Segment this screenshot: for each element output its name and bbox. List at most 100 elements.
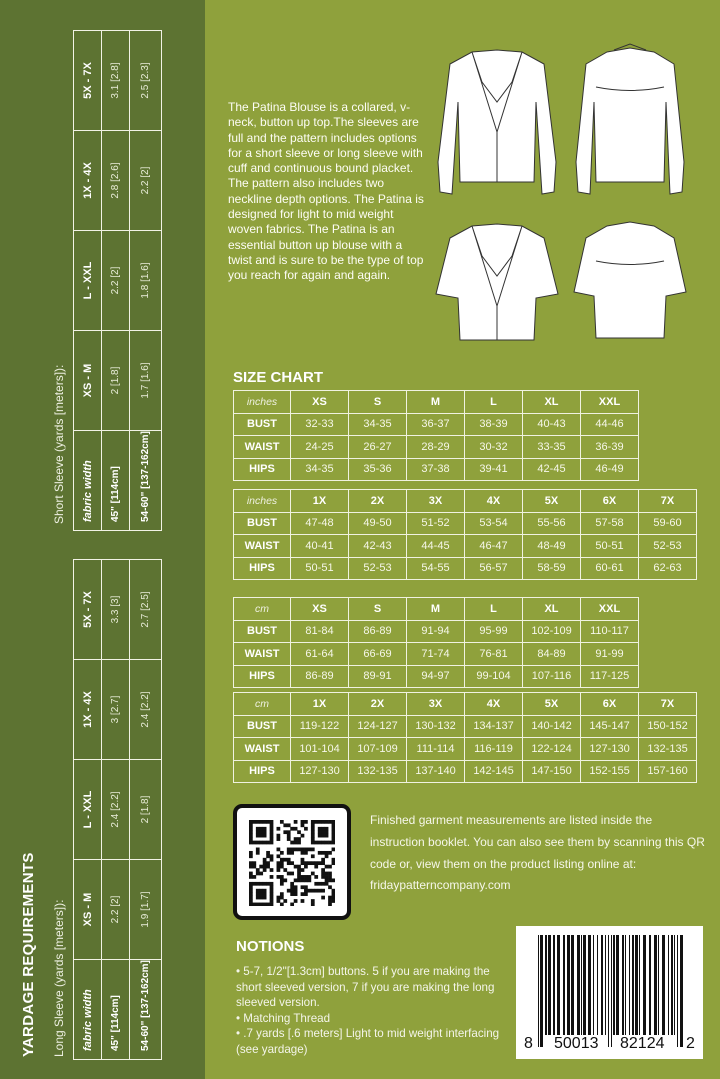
measurement-cell: 91-99 [580, 642, 639, 666]
fabric-width-header: fabric width [73, 959, 102, 1060]
yardage-cell: 3.1 [2.8] [101, 30, 130, 131]
size-range-header: L - XXL [73, 759, 102, 860]
short-sleeve-back-illustration [573, 221, 687, 339]
measurement-cell: 142-145 [464, 759, 523, 783]
size-range-header: 1X - 4X [73, 130, 102, 231]
size-header: 4X [464, 692, 523, 716]
size-header: XS [290, 390, 349, 414]
size-header: 3X [406, 489, 465, 513]
yardage-cell: 2 [1.8] [129, 759, 162, 860]
measurement-cell: 40-41 [290, 534, 349, 558]
notions-list: • 5-7, 1/2"[1.3cm] buttons. 5 if you are… [236, 964, 506, 1058]
measurement-cell: 86-89 [290, 664, 349, 688]
measurement-label: HIPS [233, 664, 291, 688]
measurement-cell: 91-94 [406, 619, 465, 643]
measurement-cell: 111-114 [406, 737, 465, 761]
size-header: L [464, 597, 523, 621]
size-row: WAIST 24-25 26-27 28-29 30-32 33-35 36-39 [233, 435, 639, 459]
fabric-width-cell: 54-60" [137-162cm] [129, 959, 162, 1060]
measurement-cell: 127-130 [290, 759, 349, 783]
yardage-cell: 2.5 [2.3] [129, 30, 162, 131]
short-sleeve-front-illustration [435, 223, 559, 341]
size-row: HIPS 34-35 35-36 37-38 39-41 42-45 46-49 [233, 457, 639, 481]
measurement-cell: 76-81 [464, 642, 523, 666]
measurement-label: WAIST [233, 534, 291, 558]
measurement-cell: 42-45 [522, 457, 581, 481]
barcode-digit: 2 [686, 1035, 695, 1052]
size-header: 6X [580, 692, 639, 716]
measurement-cell: 35-36 [348, 457, 407, 481]
size-row: inches XS S M L XL XXL [233, 390, 639, 414]
measurement-cell: 51-52 [406, 511, 465, 535]
size-header: 1X [290, 489, 349, 513]
measurement-cell: 56-57 [464, 556, 523, 580]
yardage-cell: 1.9 [1.7] [129, 859, 162, 960]
measurement-label: HIPS [233, 759, 291, 783]
measurement-cell: 38-39 [464, 412, 523, 436]
measurement-cell: 36-37 [406, 412, 465, 436]
yardage-cell: 2.2 [2] [129, 130, 162, 231]
yardage-cell: 2.4 [2.2] [101, 759, 130, 860]
measurement-cell: 150-152 [638, 714, 697, 738]
measurement-cell: 28-29 [406, 435, 465, 459]
measurement-label: HIPS [233, 457, 291, 481]
size-header: 5X [522, 489, 581, 513]
measurement-cell: 99-104 [464, 664, 523, 688]
measurement-cell: 140-142 [522, 714, 581, 738]
size-row: cm 1X 2X 3X 4X 5X 6X 7X [233, 692, 697, 716]
measurement-cell: 86-89 [348, 619, 407, 643]
unit-label: inches [233, 390, 291, 414]
measurement-cell: 81-84 [290, 619, 349, 643]
yardage-row: 54-60" [137-162cm] 1.9 [1.7] 2 [1.8] 2.4 [2… [129, 559, 162, 1060]
long-sleeve-back-illustration [575, 43, 685, 195]
size-header: S [348, 390, 407, 414]
size-header: 5X [522, 692, 581, 716]
measurement-label: WAIST [233, 737, 291, 761]
measurement-cell: 50-51 [580, 534, 639, 558]
notion-item: • 5-7, 1/2"[1.3cm] buttons. 5 if you are… [236, 965, 495, 1010]
barcode-digit: 8 [524, 1035, 533, 1052]
size-header: 2X [348, 489, 407, 513]
measurement-cell: 53-54 [464, 511, 523, 535]
measurement-cell: 95-99 [464, 619, 523, 643]
measurement-cell: 59-60 [638, 511, 697, 535]
size-header: XL [522, 390, 581, 414]
measurement-cell: 145-147 [580, 714, 639, 738]
pattern-description: The Patina Blouse is a collared, v-neck,… [228, 100, 424, 283]
measurement-cell: 34-35 [290, 457, 349, 481]
measurement-cell: 110-117 [580, 619, 639, 643]
size-header: 2X [348, 692, 407, 716]
fabric-width-cell: 45" [114cm] [101, 959, 130, 1060]
measurement-cell: 107-116 [522, 664, 581, 688]
yardage-cell: 3 [2.7] [101, 659, 130, 760]
size-header: M [406, 597, 465, 621]
size-header: M [406, 390, 465, 414]
long-sleeve-label: Long Sleeve (yards [meters]): [52, 899, 66, 1057]
size-header: 7X [638, 692, 697, 716]
measurement-cell: 122-124 [522, 737, 581, 761]
yardage-cell: 2 [1.8] [101, 330, 130, 431]
size-chart-cm-plus: cm 1X 2X 3X 4X 5X 6X 7X BUST 119-122 124-127 130-13… [233, 692, 697, 783]
measurement-cell: 44-46 [580, 412, 639, 436]
measurement-label: BUST [233, 619, 291, 643]
measurement-cell: 48-49 [522, 534, 581, 558]
qr-code-icon[interactable] [233, 804, 351, 920]
measurement-cell: 52-53 [348, 556, 407, 580]
measurement-cell: 157-160 [638, 759, 697, 783]
measurement-cell: 116-119 [464, 737, 523, 761]
yardage-row: 45" [114cm] 2 [1.8] 2.2 [2] 2.8 [2.6] 3.1 [2… [101, 30, 130, 531]
size-row: WAIST 101-104 107-109 111-114 116-119 122-124… [233, 737, 697, 761]
measurement-cell: 44-45 [406, 534, 465, 558]
measurement-cell: 61-64 [290, 642, 349, 666]
size-header: S [348, 597, 407, 621]
yardage-cell: 1.7 [1.6] [129, 330, 162, 431]
notions-title: NOTIONS [236, 938, 305, 955]
measurement-cell: 84-89 [522, 642, 581, 666]
size-row: HIPS 127-130 132-135 137-140 142-145 147-150 1… [233, 759, 697, 783]
measurement-cell: 152-155 [580, 759, 639, 783]
size-header: XL [522, 597, 581, 621]
size-row: HIPS 86-89 89-91 94-97 99-104 107-116 117-125 [233, 664, 639, 688]
measurement-cell: 134-137 [464, 714, 523, 738]
measurement-label: BUST [233, 412, 291, 436]
